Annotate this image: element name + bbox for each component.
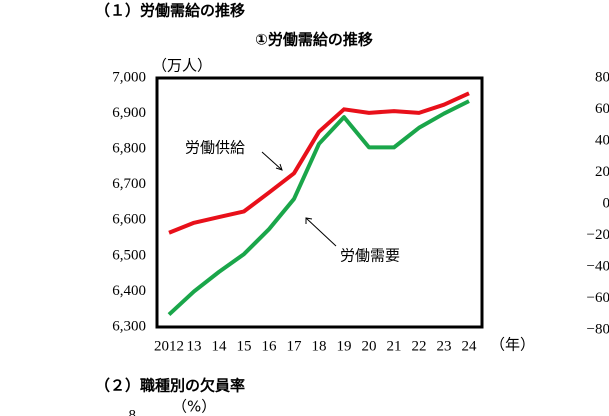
y-tick-label: 6,400	[112, 283, 146, 299]
line-label: 労働供給	[185, 139, 245, 157]
line-series	[168, 91, 470, 235]
x-tick-label: 20	[362, 338, 377, 354]
line-label: 労働需要	[340, 247, 400, 265]
x-tick-label: 17	[287, 338, 303, 354]
chart-title: ①労働需給の推移	[255, 31, 373, 49]
y-tick-label: 6,800	[112, 141, 146, 157]
y2-tick-label: −40	[587, 258, 609, 274]
y-unit: （%）	[172, 398, 216, 416]
y-tick-label: 6,600	[112, 212, 146, 228]
y2-tick-label: 40	[595, 132, 609, 148]
x-unit: （年）	[490, 336, 535, 354]
x-tick-label: 22	[412, 338, 427, 354]
x-tick-label: 14	[212, 338, 228, 354]
annotation-arrowhead	[275, 163, 283, 171]
y-tick-label: 6,300	[112, 318, 146, 334]
x-tick-label: 23	[437, 338, 452, 354]
x-tick-label: 15	[237, 338, 252, 354]
annotation-arrowhead	[305, 217, 313, 224]
x-tick-label: 16	[262, 338, 278, 354]
x-tick-label: 18	[312, 338, 327, 354]
x-tick-label: 2012	[154, 338, 184, 354]
y-tick-label: 6,500	[112, 247, 146, 263]
x-tick-label: 13	[187, 338, 202, 354]
x-tick-label: 21	[387, 338, 402, 354]
y-unit: （万人）	[152, 57, 212, 75]
y-tick-label: 7,000	[112, 69, 146, 85]
y2-tick-label: −80	[587, 321, 609, 337]
y2-tick-label: 60	[595, 101, 609, 117]
y-tick-label: 6,900	[112, 105, 146, 121]
y2-tick-label: 0	[603, 195, 609, 211]
section-heading: （１）労働需給の推移	[95, 2, 245, 20]
x-tick-label: 24	[462, 338, 478, 354]
y-tick-label: 8	[129, 407, 137, 416]
y2-tick-label: 80	[595, 69, 609, 85]
annotation-arrow	[261, 151, 283, 171]
line-series	[167, 99, 470, 317]
annotation-arrow	[305, 217, 337, 247]
y2-tick-label: −20	[587, 227, 609, 243]
x-tick-label: 19	[337, 338, 352, 354]
section-heading: （２）職種別の欠員率	[95, 377, 245, 395]
y2-tick-label: 20	[595, 164, 609, 180]
plot-frame	[155, 76, 484, 329]
y2-tick-label: −60	[587, 290, 609, 306]
y-tick-label: 6,700	[112, 176, 146, 192]
